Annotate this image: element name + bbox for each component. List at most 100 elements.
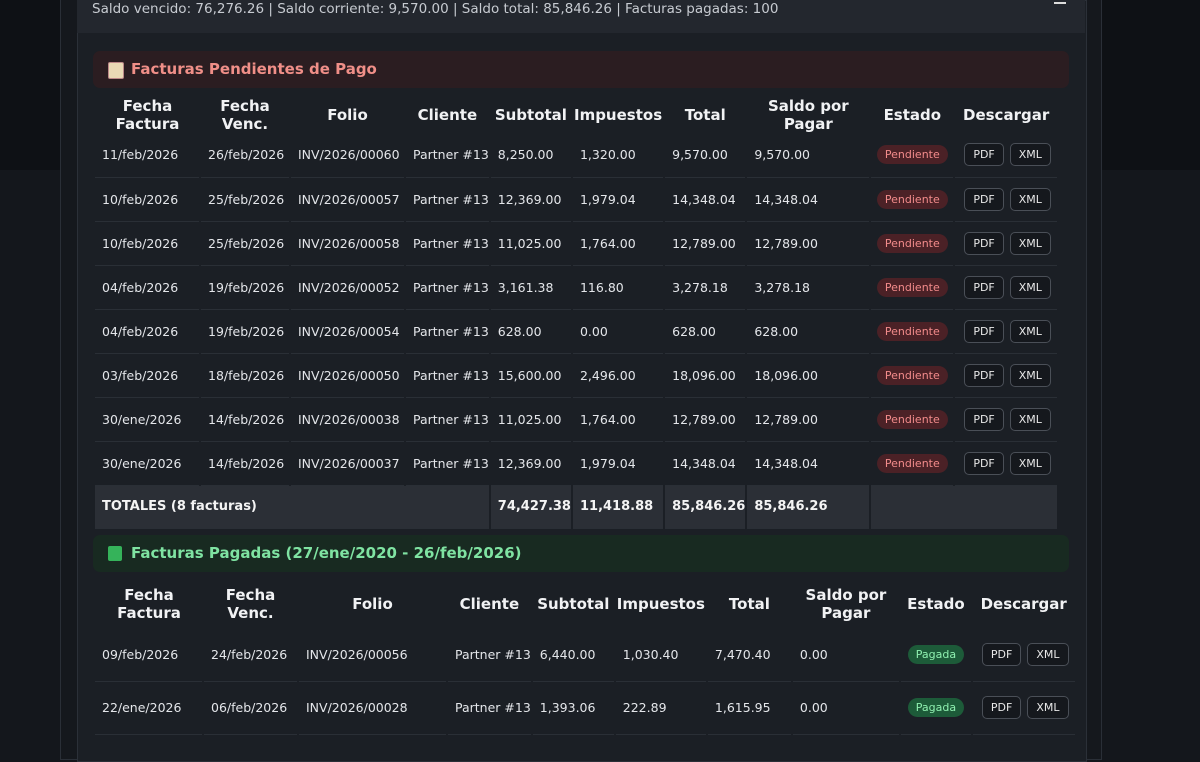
column-header: Descargar bbox=[980, 595, 1067, 613]
cell: 1,030.40 bbox=[614, 628, 708, 682]
cell: Partner #13 bbox=[405, 265, 491, 310]
cell: INV/2026/00037 bbox=[290, 441, 406, 486]
cell: 04/feb/2026 bbox=[95, 265, 201, 310]
column-header: Folio bbox=[327, 106, 368, 124]
download-button[interactable]: PDF bbox=[981, 696, 1022, 719]
invoice-row: 30/ene/2026 14/feb/2026 INV/2026/00038 Part… bbox=[95, 397, 1059, 442]
download-button[interactable]: PDF bbox=[964, 319, 1004, 343]
cell: INV/2026/00028 bbox=[298, 681, 448, 735]
download-button[interactable]: XML bbox=[1009, 231, 1051, 255]
cell: 04/feb/2026 bbox=[95, 309, 201, 354]
download-button[interactable]: XML bbox=[1009, 187, 1051, 211]
paid-table: Fecha Factura Fecha Venc. Folio Cliente Subt… bbox=[95, 580, 1077, 735]
cell: 11,025.00 bbox=[489, 221, 573, 266]
total-value: 74,427.38 bbox=[489, 485, 573, 529]
total-value: 11,418.88 bbox=[571, 485, 666, 529]
column-header: Saldo por Pagar bbox=[767, 97, 849, 133]
download-button[interactable]: XML bbox=[1009, 407, 1051, 431]
cell: 8,250.00 bbox=[489, 133, 573, 178]
invoice-row: 04/feb/2026 19/feb/2026 INV/2026/00054 Part… bbox=[95, 309, 1059, 354]
download-button[interactable]: PDF bbox=[964, 363, 1004, 387]
download-button[interactable]: XML bbox=[1027, 642, 1069, 666]
download-button[interactable]: PDF bbox=[964, 231, 1004, 255]
cell: 1,393.06 bbox=[531, 681, 616, 735]
download-cell: PDF XML bbox=[954, 441, 1059, 486]
total-value: 85,846.26 bbox=[746, 485, 872, 529]
cell: Partner #13 bbox=[405, 221, 491, 266]
download-button[interactable]: PDF bbox=[964, 407, 1004, 431]
cell: 12,369.00 bbox=[489, 441, 573, 486]
download-cell: PDF XML bbox=[954, 221, 1059, 266]
download-cell: PDF XML bbox=[971, 628, 1077, 682]
invoice-row: 09/feb/2026 24/feb/2026 INV/2026/00056 Part… bbox=[95, 628, 1077, 682]
column-header: Fecha Factura bbox=[117, 586, 181, 622]
download-button[interactable]: XML bbox=[1009, 143, 1051, 167]
download-button[interactable]: PDF bbox=[964, 187, 1004, 211]
status-cell: Pendiente bbox=[870, 441, 956, 486]
cell: 14,348.04 bbox=[664, 177, 748, 222]
collapse-toggle[interactable] bbox=[1054, 0, 1066, 4]
status-badge: Pendiente bbox=[876, 233, 948, 253]
cell: 1,615.95 bbox=[706, 681, 793, 735]
status-badge: Pagada bbox=[907, 644, 965, 664]
cell: 15,600.00 bbox=[489, 353, 573, 398]
totals-label: TOTALES (8 facturas) bbox=[95, 485, 491, 529]
download-cell: PDF XML bbox=[954, 177, 1059, 222]
column-header: Cliente bbox=[459, 595, 520, 613]
cell: 9,570.00 bbox=[664, 133, 748, 178]
download-button[interactable]: XML bbox=[1009, 363, 1051, 387]
cell: Partner #13 bbox=[405, 397, 491, 442]
column-header: Subtotal bbox=[537, 595, 610, 613]
column-header: Subtotal bbox=[494, 106, 567, 124]
cell: 222.89 bbox=[614, 681, 708, 735]
cell: 12,789.00 bbox=[746, 221, 872, 266]
column-header: Saldo por Pagar bbox=[805, 586, 887, 622]
column-header: Impuestos bbox=[573, 106, 663, 124]
column-header: Fecha Venc. bbox=[220, 97, 270, 133]
download-button[interactable]: XML bbox=[1009, 451, 1051, 475]
column-header: Fecha Venc. bbox=[225, 586, 276, 622]
cell: 14/feb/2026 bbox=[200, 397, 291, 442]
status-cell: Pendiente bbox=[870, 221, 956, 266]
status-badge: Pendiente bbox=[876, 365, 948, 385]
invoice-row: 30/ene/2026 14/feb/2026 INV/2026/00037 Part… bbox=[95, 441, 1059, 486]
download-button[interactable]: XML bbox=[1027, 696, 1069, 719]
cell: INV/2026/00056 bbox=[298, 628, 448, 682]
cell: 3,278.18 bbox=[664, 265, 748, 310]
cell: 3,278.18 bbox=[746, 265, 872, 310]
header-row: Fecha Factura Fecha Venc. Folio Cliente Subt… bbox=[95, 97, 1058, 133]
cell: 18/feb/2026 bbox=[200, 353, 291, 398]
status-badge: Pendiente bbox=[876, 277, 948, 297]
download-button[interactable]: XML bbox=[1009, 319, 1051, 343]
download-button[interactable]: PDF bbox=[964, 275, 1004, 299]
cell: Partner #13 bbox=[447, 628, 533, 682]
cell: Partner #13 bbox=[447, 681, 533, 735]
cell: 0.00 bbox=[571, 309, 666, 354]
download-button[interactable]: XML bbox=[1009, 275, 1051, 299]
invoice-row: 10/feb/2026 25/feb/2026 INV/2026/00057 Part… bbox=[95, 177, 1059, 222]
cell: INV/2026/00050 bbox=[290, 353, 406, 398]
cell: INV/2026/00057 bbox=[290, 177, 406, 222]
cell: 1,320.00 bbox=[571, 133, 666, 178]
download-cell: PDF XML bbox=[954, 397, 1059, 442]
cell: 19/feb/2026 bbox=[200, 265, 291, 310]
cell: 10/feb/2026 bbox=[95, 177, 201, 222]
column-header: Estado bbox=[907, 595, 965, 613]
download-button[interactable]: PDF bbox=[964, 451, 1004, 475]
cell: 14,348.04 bbox=[664, 441, 748, 486]
cell: 0.00 bbox=[791, 681, 901, 735]
cell: 9,570.00 bbox=[746, 133, 872, 178]
download-cell: PDF XML bbox=[954, 309, 1059, 354]
section-title: Facturas Pendientes de Pago bbox=[131, 60, 377, 78]
cell: 1,979.04 bbox=[571, 177, 666, 222]
cell: Partner #13 bbox=[405, 309, 491, 354]
status-cell: Pendiente bbox=[870, 265, 956, 310]
invoice-row: 04/feb/2026 19/feb/2026 INV/2026/00052 Part… bbox=[95, 265, 1059, 310]
invoice-row: 22/ene/2026 06/feb/2026 INV/2026/00028 Part… bbox=[95, 681, 1077, 735]
cell: Partner #13 bbox=[405, 177, 491, 222]
cell: 09/feb/2026 bbox=[95, 628, 204, 682]
download-button[interactable]: PDF bbox=[981, 642, 1022, 666]
invoice-row: 11/feb/2026 26/feb/2026 INV/2026/00060 Part… bbox=[95, 133, 1059, 178]
download-button[interactable]: PDF bbox=[964, 143, 1004, 167]
